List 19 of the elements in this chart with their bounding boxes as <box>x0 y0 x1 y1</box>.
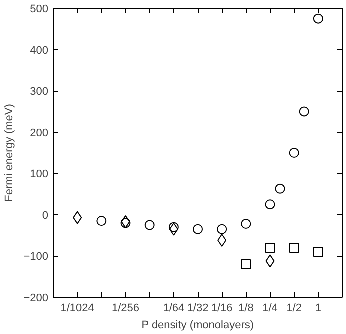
x-tick-label: 1/64 <box>163 302 185 314</box>
y-tick-label: 0 <box>42 210 49 222</box>
y-axis-title: Fermi energy (meV) <box>4 104 16 202</box>
x-tick-label: 1/1024 <box>60 302 94 314</box>
x-axis-title: P density (monolayers) <box>142 320 254 332</box>
x-tick-label: 1/2 <box>286 302 302 314</box>
x-tick-label: 1/256 <box>112 302 140 314</box>
y-tick-label: 200 <box>30 127 49 140</box>
x-tick-label: 1/8 <box>238 302 254 314</box>
x-tick-label: 1/16 <box>211 302 233 314</box>
y-tick-label: 300 <box>30 86 49 98</box>
y-tick-label: 400 <box>30 44 49 57</box>
x-tick-label: 1/32 <box>187 302 209 314</box>
y-tick-label: −200 <box>24 292 49 304</box>
y-tick-label: 500 <box>30 4 49 16</box>
y-tick-label: −100 <box>24 251 49 264</box>
y-tick-label: 100 <box>30 168 49 181</box>
x-tick-label: 1/4 <box>262 302 278 314</box>
x-tick-label: 1 <box>315 302 322 314</box>
